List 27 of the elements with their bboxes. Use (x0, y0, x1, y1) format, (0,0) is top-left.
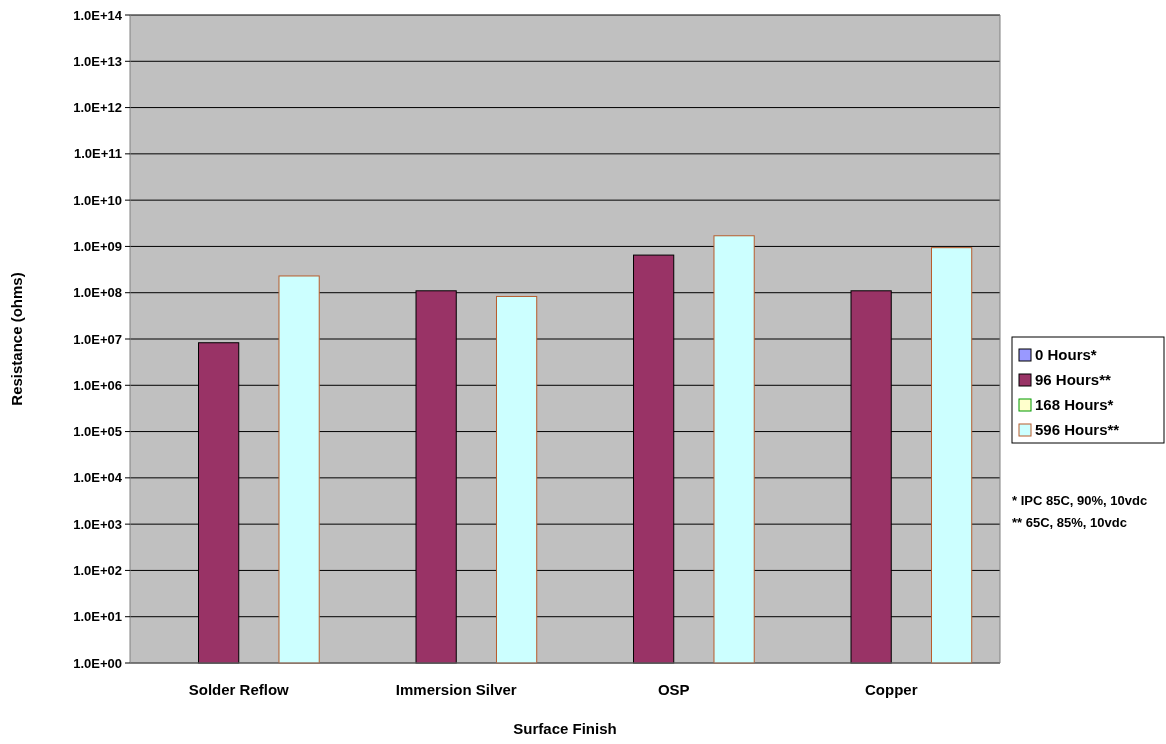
x-axis-title: Surface Finish (513, 720, 617, 737)
y-tick-label: 1.0E+12 (73, 100, 122, 116)
y-tick-label: 1.0E+11 (73, 146, 122, 162)
y-tick-label: 1.0E+05 (73, 424, 122, 440)
legend-label: 0 Hours* (1035, 346, 1097, 364)
y-tick-label: 1.0E+08 (73, 285, 122, 301)
text: * IPC 85C, 90%, 10vdc (1012, 492, 1148, 508)
y-tick-label: 1.0E+01 (73, 609, 122, 625)
x-tick-label: OSP (657, 681, 690, 698)
y-tick-label: 1.0E+07 (73, 331, 122, 347)
legend-label: 168 Hours* (1035, 396, 1114, 414)
x-tick-label: Immersion Silver (395, 681, 517, 698)
legend-label: 96 Hours** (1035, 371, 1112, 389)
text: ** 65C, 85%, 10vdc (1012, 514, 1127, 530)
y-axis-title: Resistance (ohms) (8, 272, 25, 406)
y-tick-label: 1.0E+04 (73, 470, 123, 486)
y-tick-label: 1.0E+13 (73, 53, 122, 69)
x-tick-label: Solder Reflow (188, 681, 290, 698)
y-tick-label: 1.0E+00 (73, 655, 122, 671)
y-tick-label: 1.0E+09 (73, 238, 122, 254)
y-tick-label: 1.0E+14 (73, 7, 123, 23)
legend-label: 596 Hours** (1035, 421, 1120, 439)
y-tick-label: 1.0E+03 (73, 516, 122, 532)
y-tick-label: 1.0E+02 (73, 562, 122, 578)
y-tick-label: 1.0E+06 (73, 377, 122, 393)
x-tick-label: Copper (865, 681, 918, 698)
y-tick-label: 1.0E+10 (73, 192, 122, 208)
